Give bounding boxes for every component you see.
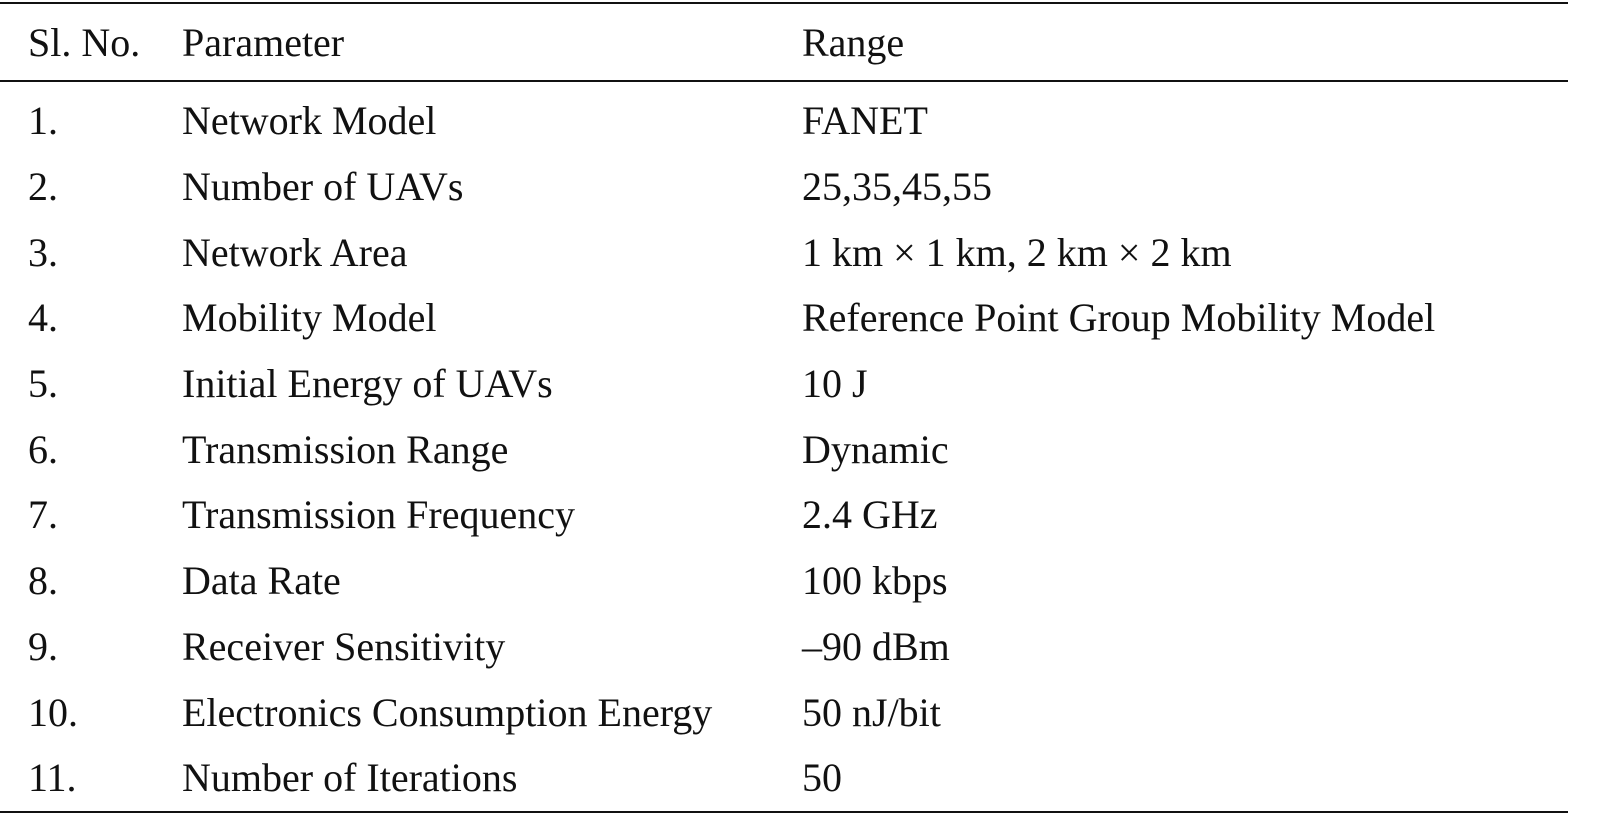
table-cell: 2.4 GHz: [802, 492, 938, 538]
table-cell: 10.: [28, 689, 78, 735]
table-row: 9. Receiver Sensitivity –90 dBm: [0, 614, 1568, 680]
table-row: 2. Number of UAVs 25,35,45,55: [0, 154, 1568, 220]
table-cell: Number of UAVs: [182, 164, 464, 210]
table-body: 1. Network Model FANET 2. Number of UAVs 25,3…: [0, 81, 1568, 812]
table-row: 4. Mobility Model Reference Point Group Mo…: [0, 285, 1568, 351]
table-cell: 11.: [28, 755, 77, 801]
table-cell: 50 nJ/bit: [802, 689, 941, 735]
table-cell: Receiver Sensitivity: [182, 623, 506, 669]
table-cell: 9.: [28, 623, 58, 669]
table-cell: FANET: [802, 98, 928, 144]
table-cell: Initial Energy of UAVs: [182, 361, 553, 407]
table-cell: 3.: [28, 229, 58, 275]
table-row: 6. Transmission Range Dynamic: [0, 416, 1568, 482]
table-cell: Reference Point Group Mobility Model: [802, 295, 1436, 341]
table-row: 5. Initial Energy of UAVs 10 J: [0, 351, 1568, 417]
table-cell: Data Rate: [182, 558, 341, 604]
table-container: Sl. No. Parameter Range 1. Network Model FAN…: [0, 2, 1568, 813]
table-cell: 7.: [28, 492, 58, 538]
table-cell: 100 kbps: [802, 558, 948, 604]
table-cell: 8.: [28, 558, 58, 604]
header-cell: Range: [802, 19, 905, 65]
table-cell: Network Area: [182, 229, 408, 275]
table-cell: 50: [802, 755, 842, 801]
table-cell: 6.: [28, 426, 58, 472]
table-cell: 2.: [28, 164, 58, 210]
table-cell: 10 J: [802, 361, 868, 407]
parameter-table: Sl. No. Parameter Range 1. Network Model FAN…: [0, 2, 1568, 813]
table-row: 11. Number of Iterations 50: [0, 745, 1568, 812]
table-cell: 25,35,45,55: [802, 164, 992, 210]
table-row: 7. Transmission Frequency 2.4 GHz: [0, 482, 1568, 548]
header-cell: Sl. No.: [28, 19, 141, 65]
table-row: 10. Electronics Consumption Energy 50 nJ/b…: [0, 679, 1568, 745]
table-cell: –90 dBm: [802, 623, 950, 669]
table-cell: 1 km × 1 km, 2 km × 2 km: [802, 229, 1232, 275]
table-cell: Transmission Range: [182, 426, 509, 472]
table-cell: Dynamic: [802, 426, 949, 472]
table-row: 1. Network Model FANET: [0, 81, 1568, 154]
table-cell: 4.: [28, 295, 58, 341]
header-row: Sl. No. Parameter Range: [0, 3, 1568, 81]
table-cell: 5.: [28, 361, 58, 407]
table-cell: Number of Iterations: [182, 755, 518, 801]
table-cell: Transmission Frequency: [182, 492, 575, 538]
table-cell: Electronics Consumption Energy: [182, 689, 713, 735]
table-cell: Mobility Model: [182, 295, 437, 341]
table-cell: 1.: [28, 98, 58, 144]
table-row: 8. Data Rate 100 kbps: [0, 548, 1568, 614]
table-row: 3. Network Area 1 km × 1 km, 2 km × 2 km: [0, 219, 1568, 285]
table-cell: Network Model: [182, 98, 437, 144]
table-header: Sl. No. Parameter Range: [0, 3, 1568, 81]
header-cell: Parameter: [182, 19, 345, 65]
